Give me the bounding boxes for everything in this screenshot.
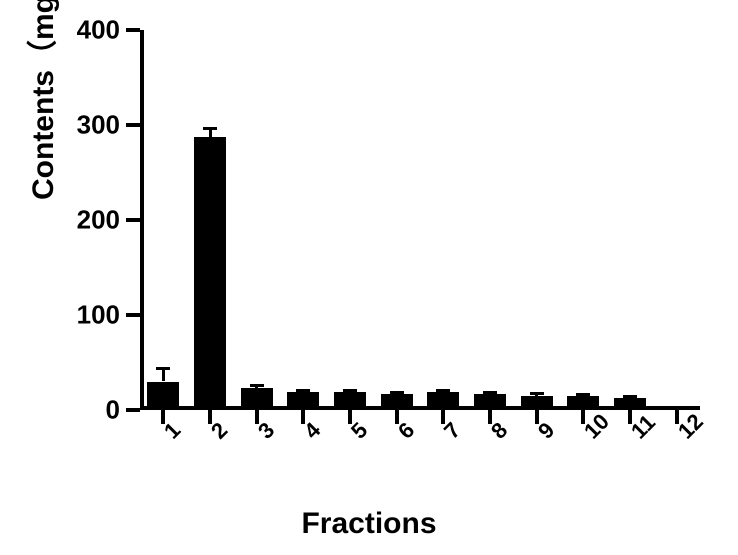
x-tick-label: 1	[159, 417, 186, 444]
plot-area: 0100200300400123456789101112	[140, 30, 700, 410]
bar	[194, 137, 226, 410]
error-cap	[250, 384, 264, 387]
x-tick-label: 8	[486, 417, 513, 444]
error-cap	[483, 391, 497, 394]
x-tick-label: 9	[533, 417, 560, 444]
bar	[427, 392, 459, 410]
x-tick-label: 3	[253, 417, 280, 444]
x-tick-label: 6	[393, 417, 420, 444]
chart-container: Contents（mg/g） Fractions 010020030040012…	[0, 0, 738, 555]
y-tick-label: 400	[77, 15, 140, 46]
error-cap	[623, 395, 637, 398]
error-cap	[390, 391, 404, 394]
error-cap	[670, 406, 684, 409]
bar	[334, 392, 366, 410]
y-tick-label: 200	[77, 205, 140, 236]
x-axis-label: Fractions	[0, 507, 738, 541]
y-axis-label: Contents（mg/g）	[18, 0, 62, 200]
bar	[287, 392, 319, 410]
bar	[241, 388, 273, 410]
x-tick-label: 2	[206, 417, 233, 444]
y-tick-label: 300	[77, 110, 140, 141]
error-cap	[530, 392, 544, 395]
error-cap	[296, 389, 310, 392]
x-tick-label: 5	[346, 417, 373, 444]
bar	[381, 394, 413, 410]
y-tick-label: 100	[77, 300, 140, 331]
y-tick-label: 0	[106, 395, 140, 426]
error-cap	[576, 393, 590, 396]
x-tick-label: 7	[439, 417, 466, 444]
bar	[474, 394, 506, 410]
error-cap	[156, 367, 170, 370]
bar	[567, 396, 599, 410]
bar	[614, 398, 646, 410]
error-cap	[343, 389, 357, 392]
y-axis-line	[140, 30, 144, 410]
x-tick-label: 4	[299, 417, 326, 444]
error-cap	[436, 389, 450, 392]
error-cap	[203, 127, 217, 130]
bar	[147, 382, 179, 411]
bar	[521, 396, 553, 410]
